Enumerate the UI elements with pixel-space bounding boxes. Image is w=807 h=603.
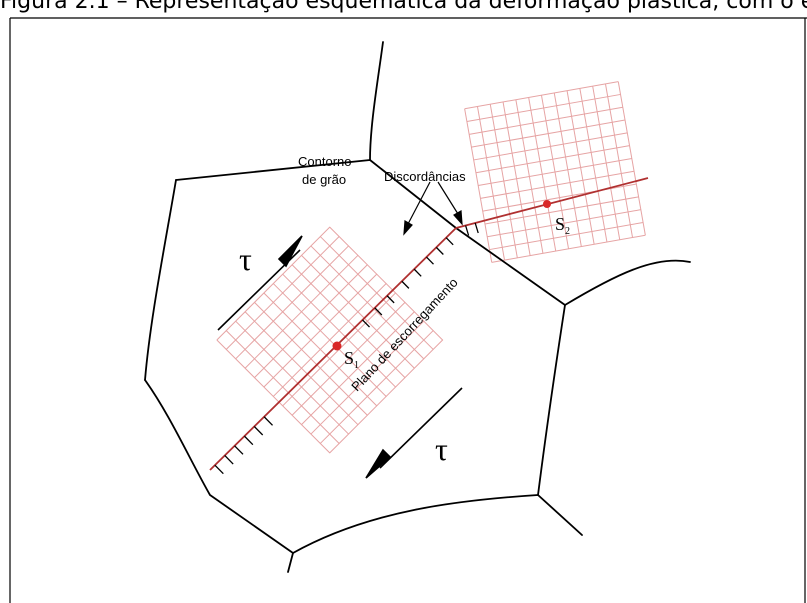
dislocation-mark — [401, 280, 410, 289]
figure-frame — [9, 17, 807, 603]
grain-boundary-label-1: Contorno — [298, 154, 351, 169]
dislocation-mark — [253, 425, 264, 436]
dislocation-mark — [214, 464, 224, 475]
slip-line-s2 — [455, 177, 649, 229]
lattice-line — [319, 329, 434, 444]
dislocation-mark — [243, 435, 254, 446]
lattice-grid-s2 — [464, 81, 646, 263]
lattice-line — [491, 234, 646, 263]
lattice-line — [329, 339, 444, 454]
grain-boundary-right-top — [564, 259, 691, 306]
s1-label: S1 — [344, 348, 359, 371]
lattice-line — [489, 221, 644, 251]
shear-arrow-upper — [217, 235, 303, 331]
grain-boundary-lower-left — [144, 379, 294, 554]
dislocation-mark — [263, 416, 273, 426]
dislocations-label: Discordâncias — [384, 169, 466, 184]
grain-boundary-left — [144, 179, 177, 381]
grain-boundaries — [144, 41, 691, 573]
lattice-line — [478, 157, 632, 187]
lattice-grid-s1 — [216, 226, 444, 454]
lattice-line — [617, 81, 646, 236]
dislocation-mark — [445, 237, 454, 246]
tau-upper: τ — [239, 241, 252, 277]
slip-plane-label: Plano de escorregamento — [348, 275, 461, 394]
lattice-line — [487, 209, 641, 238]
lattice-line — [579, 88, 608, 243]
slip-plane-line — [209, 227, 457, 471]
dislocation-mark — [224, 455, 234, 465]
lattice-line — [319, 236, 434, 351]
dislocation-marks — [214, 222, 479, 475]
grain-boundary-bottom — [292, 494, 539, 554]
dislocation-mark — [426, 256, 434, 265]
dislocation-mark — [464, 225, 470, 236]
dislocation-pointer-arrows — [403, 181, 463, 236]
grain-boundary-bottom-left-tail — [287, 552, 294, 573]
dislocation-mark — [362, 319, 370, 328]
shear-arrow-lower — [365, 387, 463, 479]
dislocation-mark — [234, 445, 244, 455]
dislocation-mark — [435, 246, 444, 255]
lattice-line — [480, 170, 635, 199]
lattice-line — [329, 226, 444, 341]
lattice-line — [592, 86, 621, 240]
s2-node — [543, 200, 551, 208]
dislocation-mark — [386, 295, 395, 304]
figure-caption-cropped: Figura 2.1 – Representação esquemática d… — [0, 0, 807, 18]
grain-boundary-vertical-top — [369, 41, 384, 161]
lattice-line — [482, 183, 637, 212]
lattice-line — [310, 320, 425, 435]
slip-lines — [209, 177, 649, 471]
figure-caption-text: Figura 2.1 – Representação esquemática d… — [0, 0, 807, 14]
dislocation-mark — [374, 307, 383, 316]
grain-boundary-right-down — [537, 304, 566, 496]
s1-node — [332, 341, 342, 351]
grain-boundary-bottom-right — [537, 494, 583, 536]
lattice-line — [566, 90, 595, 245]
grain-boundary-label-2: de grão — [302, 172, 346, 187]
tau-lower: τ — [435, 431, 448, 467]
grain-boundary-diagonal — [455, 227, 566, 306]
dislocation-mark — [474, 222, 479, 234]
lattice-line — [604, 83, 634, 238]
s2-label: S2 — [555, 214, 570, 237]
dislocation-mark — [413, 268, 422, 277]
